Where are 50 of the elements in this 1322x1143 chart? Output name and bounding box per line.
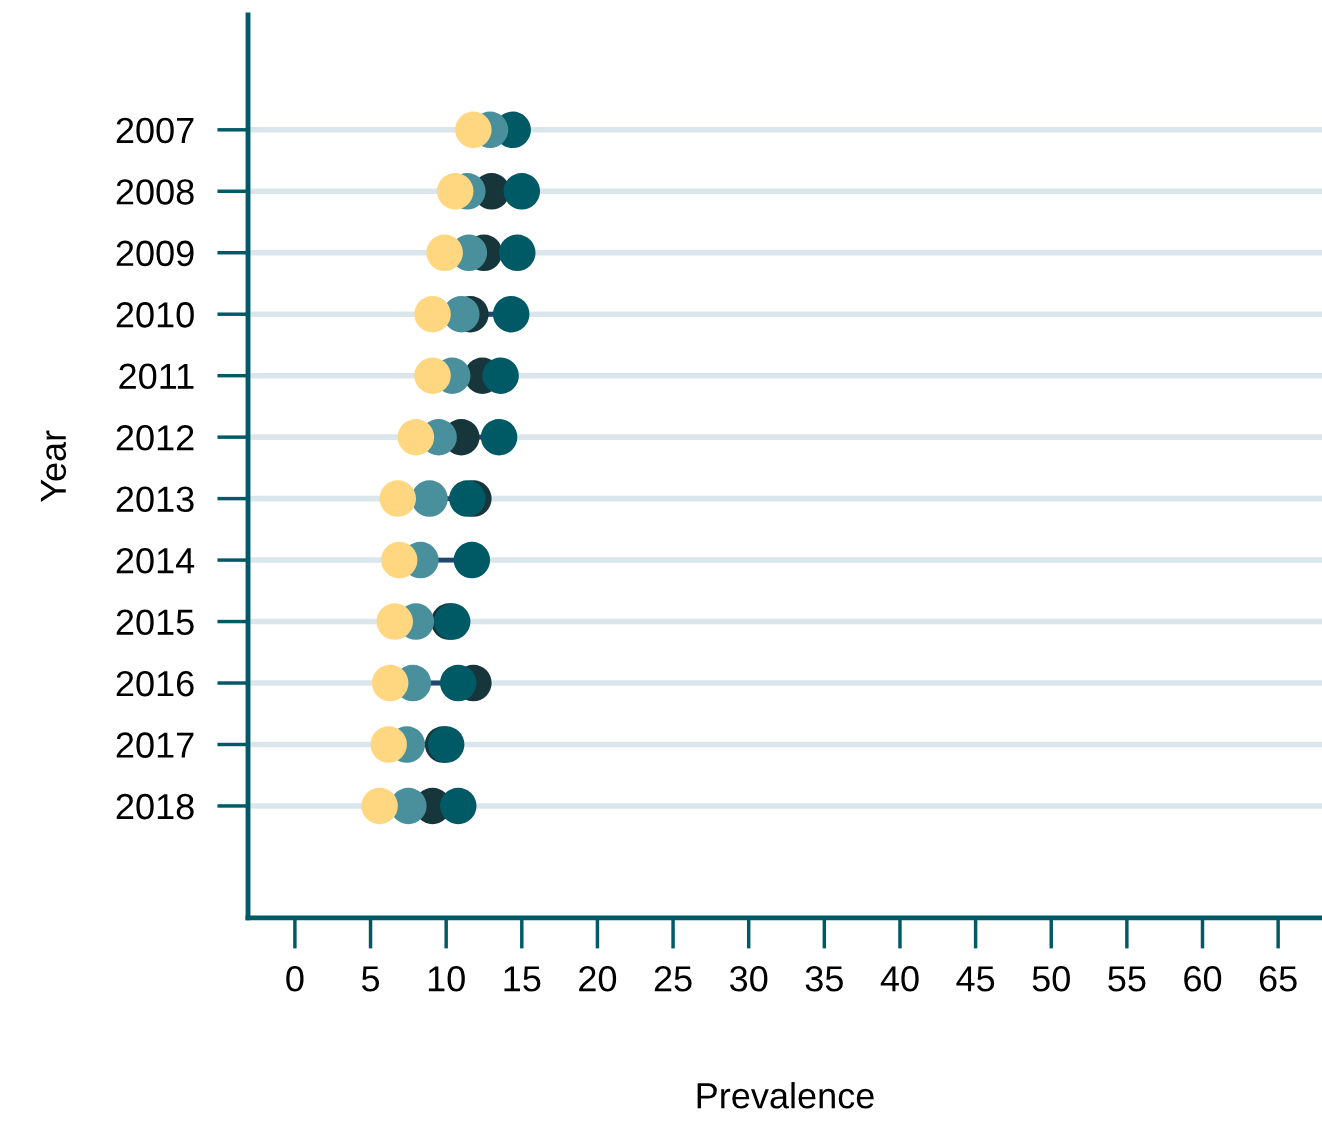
y-tick-label: 2009: [116, 240, 194, 267]
x-tick-label: 10: [428, 966, 465, 992]
y-axis-title: Year: [40, 430, 67, 503]
point: [370, 726, 407, 763]
y-tick-label: 2016: [116, 670, 194, 697]
x-tick-label: 15: [504, 966, 541, 992]
point: [503, 173, 541, 210]
point: [453, 541, 491, 579]
y-tick-label: 2012: [116, 425, 194, 451]
point: [499, 234, 536, 271]
point: [437, 173, 474, 210]
y-tick-label: 2008: [116, 179, 194, 205]
y-tick-label: 2013: [116, 486, 194, 513]
point: [361, 787, 398, 825]
point: [381, 541, 418, 579]
point: [414, 357, 451, 394]
x-tick-label: 5: [361, 966, 380, 992]
x-tick-label: 25: [654, 966, 692, 992]
point: [492, 295, 530, 333]
x-axis-title: Prevalence: [697, 1082, 874, 1109]
point: [371, 664, 409, 702]
point: [455, 111, 492, 149]
x-tick-label: 30: [730, 966, 768, 992]
point: [449, 480, 486, 517]
y-tick-label: 2010: [116, 302, 194, 328]
y-tick-label: 2017: [116, 732, 194, 758]
x-tick-label: 45: [956, 966, 995, 992]
x-tick-label: 0: [286, 966, 304, 992]
point: [414, 295, 451, 333]
y-tick-label: 2007: [116, 117, 194, 144]
x-tick-label: 65: [1259, 966, 1297, 992]
point: [480, 418, 518, 456]
point: [482, 357, 519, 394]
x-tick-label: 55: [1108, 966, 1146, 992]
point: [411, 480, 448, 517]
point: [379, 480, 416, 517]
x-tick-label: 20: [579, 966, 617, 992]
point: [376, 603, 413, 640]
y-tick-label: 2015: [116, 609, 194, 635]
point: [397, 418, 435, 456]
point: [440, 787, 477, 825]
y-tick-label: 2011: [119, 363, 194, 390]
x-tick-label: 50: [1032, 966, 1070, 992]
point: [426, 234, 463, 271]
x-tick-label: 60: [1184, 966, 1222, 992]
y-tick-label: 2014: [116, 547, 195, 574]
y-tick-label: 2018: [116, 793, 194, 820]
x-tick-label: 35: [805, 966, 843, 992]
x-tick-label: 40: [880, 966, 919, 992]
point: [440, 664, 477, 702]
